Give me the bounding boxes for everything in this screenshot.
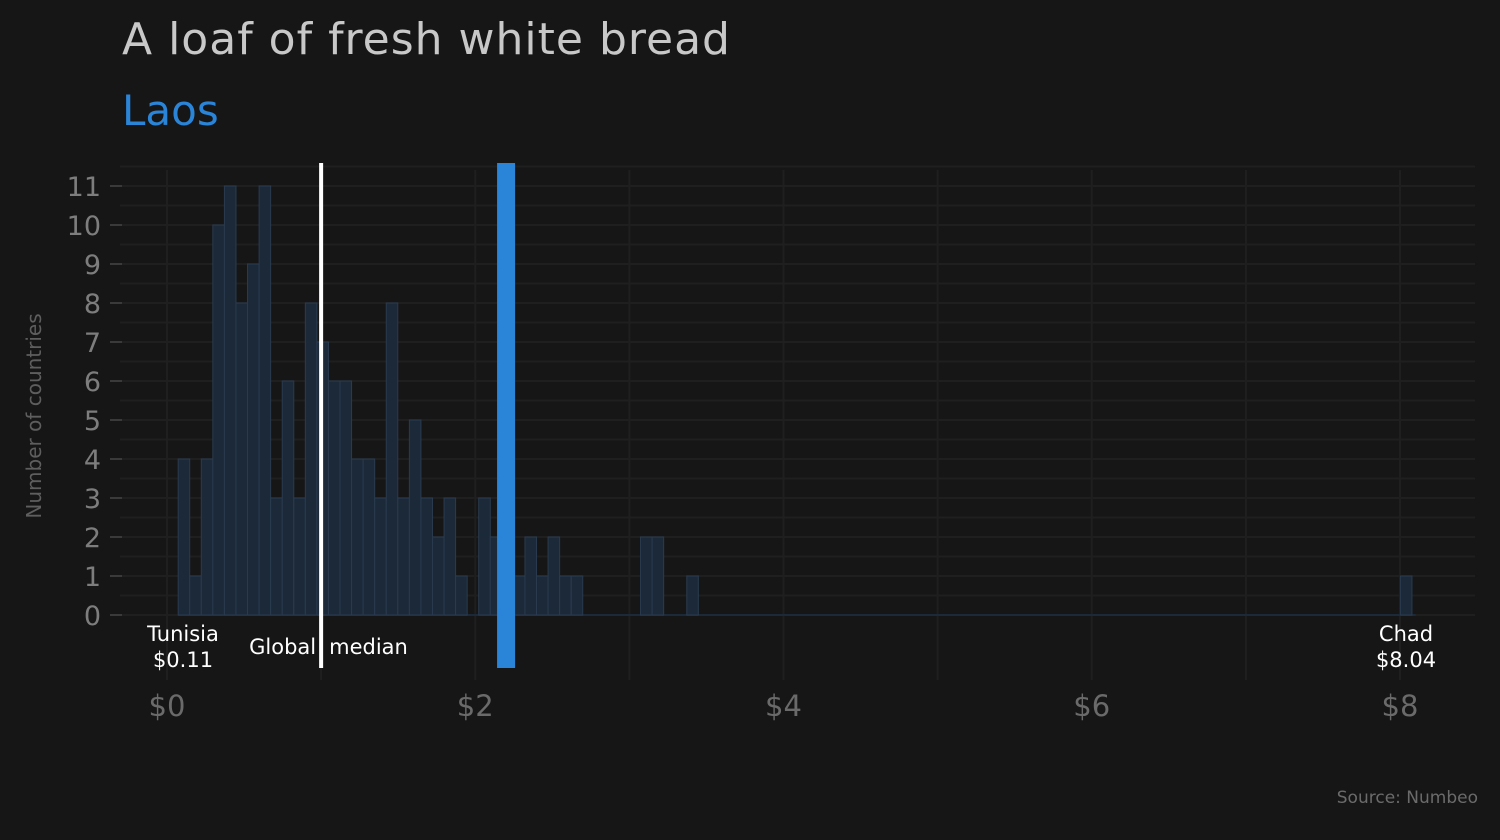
annotations: Tunisia$0.11 Chad$8.04 (146, 622, 1436, 672)
chart-title: A loaf of fresh white bread (122, 14, 731, 65)
histogram-bar (570, 575, 584, 616)
histogram-bar (640, 536, 653, 616)
y-tick-label: 0 (84, 601, 101, 632)
histogram-bar (304, 302, 318, 616)
histogram-bar (524, 536, 538, 616)
y-tick-label: 6 (84, 367, 101, 398)
histogram-bar (362, 458, 376, 616)
histogram-bar (200, 458, 214, 616)
y-tick-label: 5 (84, 406, 101, 437)
histogram-baseline (178, 614, 1416, 616)
histogram-bar (258, 185, 272, 616)
histogram-bar (293, 497, 306, 616)
histogram-bar (281, 380, 295, 616)
x-axis-ticks: $0 $2 $4 $6 $8 (149, 689, 1419, 723)
annotation-country: Chad (1379, 622, 1433, 646)
histogram-bar (374, 497, 387, 616)
annotation-price: $0.11 (153, 648, 213, 672)
reference-lines: Global median (249, 163, 516, 668)
histogram-bar (431, 536, 445, 616)
annotation-country: Tunisia (146, 622, 219, 646)
histogram-bar (270, 497, 283, 616)
histogram-bar (536, 575, 549, 616)
histogram-bar (327, 380, 341, 616)
median-label-right: median (329, 635, 408, 659)
histogram-bar (1399, 575, 1413, 616)
y-tick-label: 2 (84, 523, 101, 554)
histogram-bar (478, 497, 491, 616)
histogram-bar (559, 575, 572, 616)
x-tick-label: $6 (1073, 689, 1110, 723)
x-tick-label: $8 (1382, 689, 1419, 723)
chart-subtitle-country: Laos (122, 86, 219, 135)
histogram-bar (223, 185, 237, 616)
histogram-bar (420, 497, 433, 616)
histogram-bar (512, 575, 526, 616)
annotation-tunisia: Tunisia$0.11 (146, 622, 219, 672)
y-tick-label: 7 (84, 328, 101, 359)
histogram-bar (408, 419, 422, 616)
x-tick-label: $0 (149, 689, 186, 723)
histogram-bar (235, 302, 249, 616)
histogram-bar (547, 536, 561, 616)
histogram-bar (385, 302, 399, 616)
median-label-left: Global (249, 635, 316, 659)
histogram-bar (455, 575, 468, 616)
histogram-bar (351, 458, 364, 616)
y-tick-label: 8 (84, 289, 101, 320)
histogram-bar (686, 575, 699, 616)
x-tick-label: $4 (765, 689, 802, 723)
y-tick-label: 11 (67, 172, 101, 203)
y-tick-label: 10 (67, 211, 101, 242)
annotation-chad: Chad$8.04 (1376, 622, 1436, 672)
y-tick-label: 9 (84, 250, 101, 281)
annotation-price: $8.04 (1376, 648, 1436, 672)
y-axis-ticks: 0 1 2 3 4 5 6 7 8 9 10 11 (67, 172, 122, 632)
median-line (319, 163, 324, 668)
y-tick-label: 3 (84, 484, 101, 515)
highlight-line-laos (497, 163, 516, 668)
y-tick-label: 1 (84, 562, 101, 593)
histogram-bar (247, 263, 260, 616)
y-axis-label: Number of countries (22, 313, 46, 518)
histogram-bar (212, 224, 225, 616)
source-note: Source: Numbeo (1336, 788, 1478, 808)
histogram-bar (339, 380, 353, 616)
histogram-chart: 0 1 2 3 4 5 6 7 8 9 10 11 $0 $2 $4 $6 $8 Number of coun… (22, 163, 1437, 723)
histogram-bar (651, 536, 665, 616)
histogram-bar (443, 497, 457, 616)
histogram-bar (189, 575, 202, 616)
histogram-bar (397, 497, 410, 616)
x-tick-label: $2 (457, 689, 494, 723)
histogram-bar (177, 458, 191, 616)
y-tick-label: 4 (84, 445, 101, 476)
